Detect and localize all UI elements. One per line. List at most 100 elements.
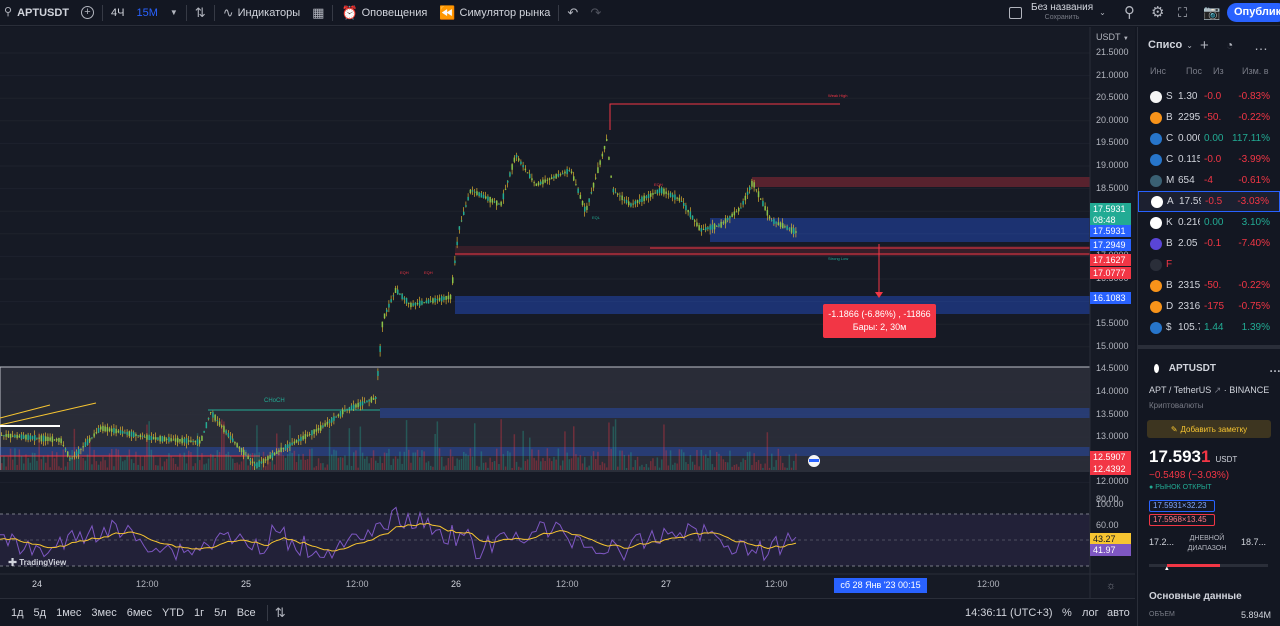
settings-button[interactable]: ⚙ <box>1145 0 1170 26</box>
col-pct[interactable]: Изм. в <box>1242 66 1269 76</box>
watchlist-row[interactable]: F <box>1138 254 1280 275</box>
settings-small-icon[interactable]: ☼ <box>1106 580 1117 592</box>
measure-line2: Бары: 2, 30м <box>852 322 907 332</box>
redo-button[interactable]: ↷ <box>584 0 607 26</box>
range-button[interactable]: YTD <box>162 606 185 619</box>
volume-bar <box>214 457 216 471</box>
currency-label[interactable]: USDT ▼ <box>1096 32 1129 42</box>
volume-bar <box>278 450 280 471</box>
volume-bar <box>201 453 203 471</box>
watchlist-title[interactable]: Списо <box>1148 39 1183 51</box>
more-icon[interactable]: … <box>1269 361 1280 375</box>
watchlist-row[interactable]: C 0.000 0.00 117.11% <box>1138 128 1280 149</box>
watchlist-row[interactable]: C 0.115 -0.0 -3.99% <box>1138 149 1280 170</box>
watchlist-row[interactable]: B 23150 -50. -0.22% <box>1138 275 1280 296</box>
search-button[interactable]: ⚲ <box>1118 0 1141 26</box>
volume-bar <box>696 450 698 471</box>
watchlist-symbol: B <box>1166 238 1173 249</box>
volume-bar <box>117 449 120 471</box>
volume-bar <box>412 452 414 471</box>
candle-body <box>199 440 201 444</box>
volume-bar <box>150 449 153 471</box>
volume-bar <box>738 466 740 471</box>
market-status: РЫНОК ОТКРЫТ <box>1155 484 1212 491</box>
replay-button[interactable]: ⏪ Симулятор рынка <box>433 0 556 26</box>
templates-button[interactable]: ▦ <box>306 0 330 26</box>
range-button[interactable]: 1г <box>194 606 205 619</box>
volume-bar <box>111 449 113 471</box>
chart-canvas[interactable]: Weak High Strong Low CHoCH EQH EQH EQH E… <box>0 27 1135 598</box>
indicators-button[interactable]: ∿ Индикаторы <box>217 0 306 26</box>
undo-button[interactable]: ↶ <box>561 0 584 26</box>
auto-toggle[interactable]: авто <box>1107 606 1130 619</box>
grid-icon: ▦ <box>312 5 325 20</box>
volume-bar <box>687 464 689 471</box>
publish-button[interactable]: Опублико <box>1227 3 1280 22</box>
candle-body <box>443 296 445 300</box>
tradingview-logo[interactable]: ✚ TradingView <box>8 556 66 569</box>
snapshot-button[interactable]: 📷 <box>1197 0 1226 26</box>
col-symbol[interactable]: Инс <box>1150 66 1166 76</box>
key-data-title[interactable]: Основные данные <box>1149 591 1242 602</box>
details-name[interactable]: APT / TetherUS <box>1149 385 1212 395</box>
goto-date-button[interactable]: ⇅ <box>270 606 291 620</box>
candle-body <box>775 221 777 224</box>
watchlist-row[interactable]: $105.7 1.44 1.39% <box>1138 317 1280 338</box>
volume-bar <box>520 467 522 471</box>
watchlist-symbol: A <box>1167 196 1174 207</box>
watchlist-row[interactable]: M 654 -4 -0.61% <box>1138 170 1280 191</box>
candle-body <box>56 438 58 441</box>
interval-15m[interactable]: 15М <box>136 6 158 19</box>
watchlist-row[interactable]: D 23160 -175 -0.75% <box>1138 296 1280 317</box>
volume-bar <box>790 467 793 471</box>
watchlist-row[interactable]: B 22959 -50. -0.22% <box>1138 107 1280 128</box>
alerts-button[interactable]: ⏰ Оповещения <box>335 0 433 26</box>
range-button[interactable]: 6мес <box>126 606 153 619</box>
percent-toggle[interactable]: % <box>1062 606 1072 619</box>
symbol-search[interactable]: ⚲ APTUSDT <box>0 0 75 26</box>
candle-body <box>612 188 615 193</box>
col-change[interactable]: Из <box>1213 66 1224 76</box>
interval-4h[interactable]: 4Ч <box>111 6 125 19</box>
range-button[interactable]: 5д <box>33 606 47 619</box>
chart-type-button[interactable]: ⇅ <box>189 0 212 26</box>
candle-body <box>658 188 661 193</box>
watchlist-row[interactable]: K 0.216 0.00 3.10% <box>1138 212 1280 233</box>
range-button[interactable]: 1мес <box>56 606 82 619</box>
layout-menu[interactable]: Без названия Сохранить ⌄ <box>1003 0 1112 26</box>
watchlist-symbol: F <box>1166 259 1173 270</box>
volume-bar <box>113 466 115 471</box>
add-note-button[interactable]: ✎ Добавить заметку <box>1147 420 1271 438</box>
watchlist-row[interactable]: A 17.59 -0.5 -3.03% <box>1138 191 1280 212</box>
range-button[interactable]: 3мес <box>91 606 117 619</box>
watchlist-price: 0.115 <box>1178 154 1200 165</box>
chart-area[interactable]: Weak High Strong Low CHoCH EQH EQH EQH E… <box>0 27 1135 623</box>
compare-button[interactable]: + <box>75 0 100 26</box>
range-button[interactable]: Все <box>236 606 256 619</box>
watchlist-row[interactable]: B 2.05 -0.1 -7.40% <box>1138 233 1280 254</box>
range-button[interactable]: 1д <box>11 606 24 619</box>
volume-bar <box>742 458 744 471</box>
fullscreen-button[interactable]: ⛶ <box>1172 0 1193 26</box>
watchlist-row[interactable]: S 1.30 -0.0 -0.83% <box>1138 86 1280 107</box>
volume-bar <box>124 460 126 471</box>
add-symbol-icon[interactable]: + <box>1200 36 1209 54</box>
log-toggle[interactable]: лог <box>1082 606 1099 619</box>
volume-bar <box>430 465 432 471</box>
clock[interactable]: 14:36:11 (UTC+3) <box>965 606 1053 619</box>
candle-body <box>84 442 87 447</box>
coin-logo-icon <box>1150 258 1162 271</box>
chevron-down-icon[interactable]: ⌄ <box>1186 40 1193 50</box>
divider <box>266 604 268 621</box>
col-last[interactable]: Пос <box>1186 66 1202 76</box>
volume-bar <box>661 459 663 471</box>
more-icon[interactable]: … <box>1254 37 1268 53</box>
candle-body <box>665 191 667 194</box>
range-button[interactable]: 5л <box>214 606 227 619</box>
volume-bar <box>667 465 670 471</box>
chart-icon[interactable]: ◔ <box>1226 38 1234 52</box>
interval-dropdown[interactable]: ▼ <box>164 0 184 26</box>
candle-body <box>513 157 516 162</box>
chevron-down-icon: ▼ <box>1122 36 1129 42</box>
price-tick: 20.5000 <box>1096 92 1129 103</box>
